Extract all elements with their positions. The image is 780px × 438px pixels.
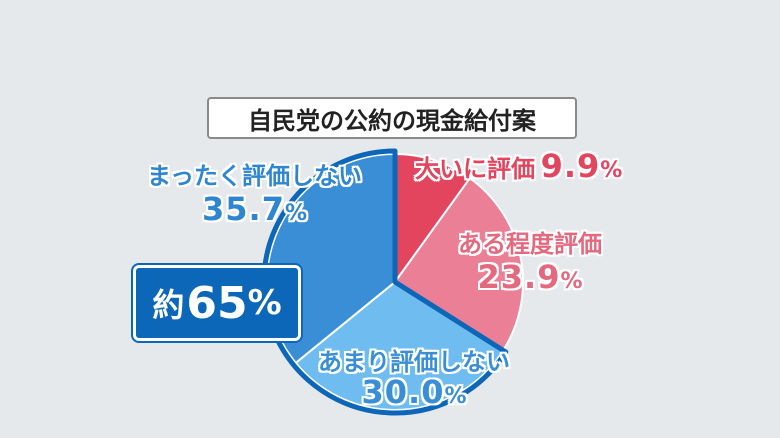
pie-slice-2 xyxy=(393,176,524,352)
pie-slice-3 xyxy=(294,280,505,411)
label-somewhat-positive: ある程度評価 23.9% xyxy=(458,230,602,296)
label-value: 9.9 xyxy=(540,147,601,185)
summary-prefix: 約 xyxy=(152,286,185,324)
label-very-positive: 大いに評価 9.9% xyxy=(415,147,622,185)
summary-unit: % xyxy=(247,283,282,323)
label-not-very: あまり評価しない 30.0% xyxy=(318,349,510,411)
percent-sign: % xyxy=(284,200,308,226)
label-name: 大いに評価 xyxy=(415,155,535,183)
percent-sign: % xyxy=(444,384,467,410)
label-value: 30.0 xyxy=(361,373,445,412)
percent-sign: % xyxy=(560,268,583,294)
label-name: あまり評価しない xyxy=(318,348,510,376)
summary-value: 65 xyxy=(186,277,248,329)
label-value: 23.9 xyxy=(477,257,561,296)
label-not-at-all: まったく評価しない 35.7% xyxy=(147,162,363,228)
chart-title: 自民党の公約の現金給付案 xyxy=(207,97,577,139)
summary-badge: 約 65% xyxy=(133,265,301,341)
percent-sign: % xyxy=(600,158,623,183)
label-value: 35.7 xyxy=(202,189,285,228)
label-name: まったく評価しない xyxy=(147,162,363,190)
label-name: ある程度評価 xyxy=(458,230,602,258)
highlight-outline xyxy=(261,148,509,416)
